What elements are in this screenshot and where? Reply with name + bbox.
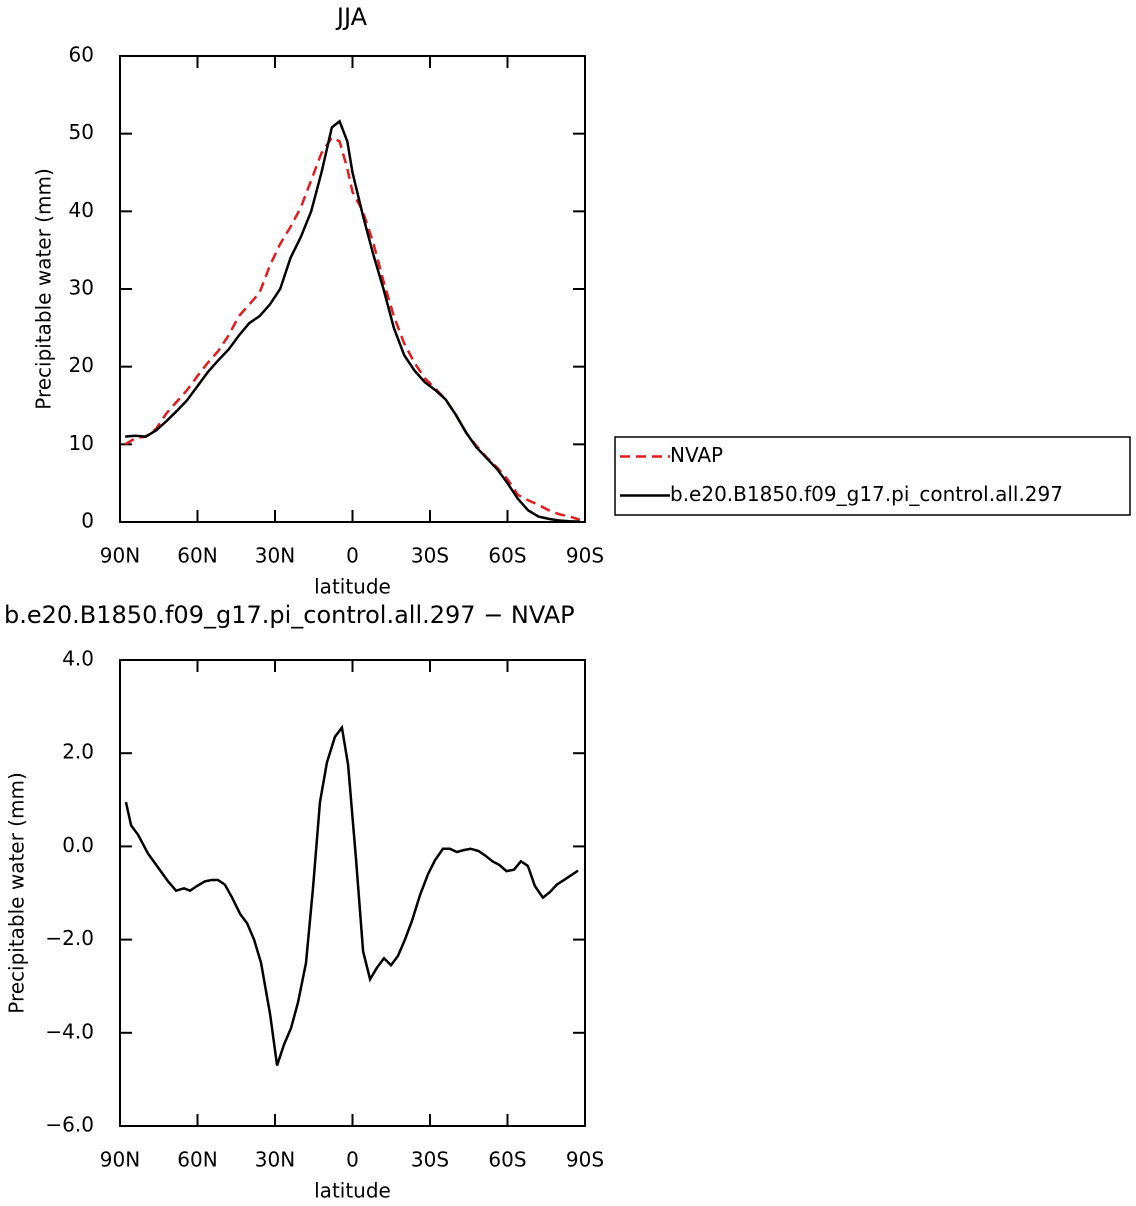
y-tick-label: 60	[69, 43, 94, 67]
data-line	[124, 135, 581, 521]
y-tick-label: 2.0	[62, 740, 94, 764]
y-tick-label: −6.0	[45, 1113, 94, 1137]
x-tick-label: 60N	[177, 1148, 217, 1172]
data-line	[125, 119, 580, 523]
legend-box	[614, 436, 1131, 516]
y-tick-label: 30	[69, 276, 94, 300]
chart-title: b.e20.B1850.f09_g17.pi_control.all.297 −…	[4, 601, 575, 629]
x-tick-label: 60S	[488, 544, 526, 568]
plot-frame	[119, 55, 586, 523]
x-tick-label: 0	[346, 1148, 359, 1172]
x-axis-label: latitude	[314, 575, 391, 599]
x-tick-label: 30N	[255, 1148, 295, 1172]
y-tick-label: 10	[69, 431, 94, 455]
x-tick-label: 30S	[411, 1148, 449, 1172]
y-tick-label: 4.0	[62, 647, 94, 671]
y-tick-label: 0	[81, 509, 94, 533]
x-tick-label: 90N	[100, 1148, 140, 1172]
x-tick-label: 30S	[411, 544, 449, 568]
x-tick-label: 0	[346, 544, 359, 568]
y-tick-label: 20	[69, 353, 94, 377]
y-tick-label: 50	[69, 120, 94, 144]
legend-label: NVAP	[670, 443, 723, 467]
y-axis-label: Precipitable water (mm)	[32, 168, 56, 410]
y-tick-label: −2.0	[45, 926, 94, 950]
y-tick-label: 40	[69, 198, 94, 222]
legend-label: b.e20.B1850.f09_g17.pi_control.all.297	[670, 482, 1063, 506]
x-tick-label: 60S	[488, 1148, 526, 1172]
x-tick-label: 60N	[177, 544, 217, 568]
y-tick-label: 0.0	[62, 833, 94, 857]
y-tick-label: −4.0	[45, 1019, 94, 1043]
plot-frame	[119, 659, 586, 1127]
chart-title: JJA	[335, 3, 368, 31]
x-tick-label: 90S	[566, 1148, 604, 1172]
x-tick-label: 90N	[100, 544, 140, 568]
x-tick-label: 30N	[255, 544, 295, 568]
x-axis-label: latitude	[314, 1179, 391, 1203]
x-tick-label: 90S	[566, 544, 604, 568]
data-line	[124, 724, 579, 1066]
y-axis-label: Precipitable water (mm)	[5, 772, 29, 1014]
